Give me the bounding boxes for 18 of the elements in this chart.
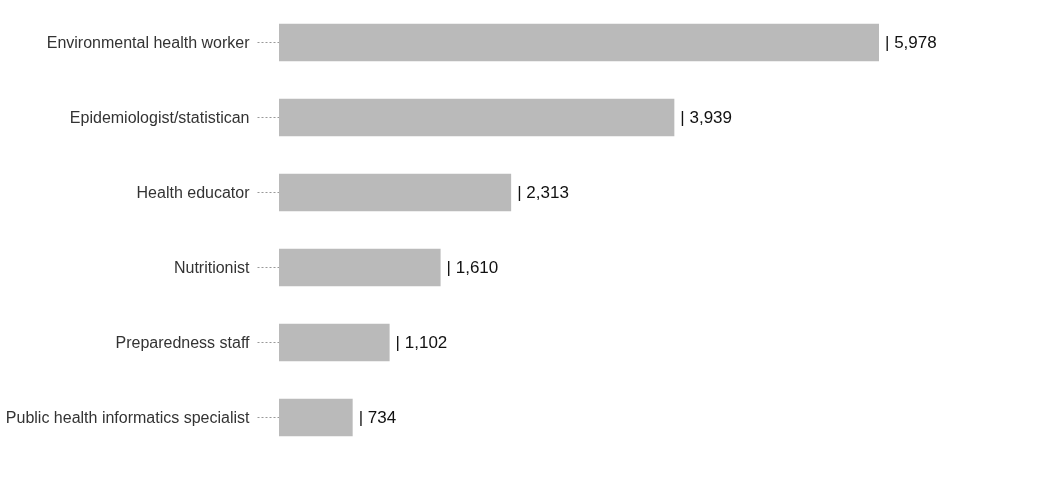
data-label: | 1,102 bbox=[395, 332, 448, 352]
bar bbox=[279, 173, 512, 212]
y-tick-label: Public health informatics specialist bbox=[5, 408, 251, 426]
bar bbox=[279, 248, 441, 287]
y-tick-label: Environmental health worker bbox=[46, 33, 251, 51]
bar bbox=[279, 398, 353, 437]
y-tick-label: Preparedness staff bbox=[115, 333, 251, 351]
data-label: | 2,313 bbox=[517, 182, 569, 202]
data-label: | 5,978 bbox=[885, 32, 937, 52]
y-tick-label: Epidemiologist/statistican bbox=[69, 108, 250, 126]
data-label: | 734 bbox=[358, 407, 397, 427]
y-tick-label: Health educator bbox=[136, 183, 251, 201]
data-label: | 3,939 bbox=[680, 107, 733, 127]
y-tick-label: Nutritionist bbox=[173, 258, 251, 276]
data-label: | 1,610 bbox=[446, 257, 499, 277]
bar bbox=[279, 98, 675, 137]
bar bbox=[279, 323, 390, 362]
bar bbox=[279, 23, 879, 62]
